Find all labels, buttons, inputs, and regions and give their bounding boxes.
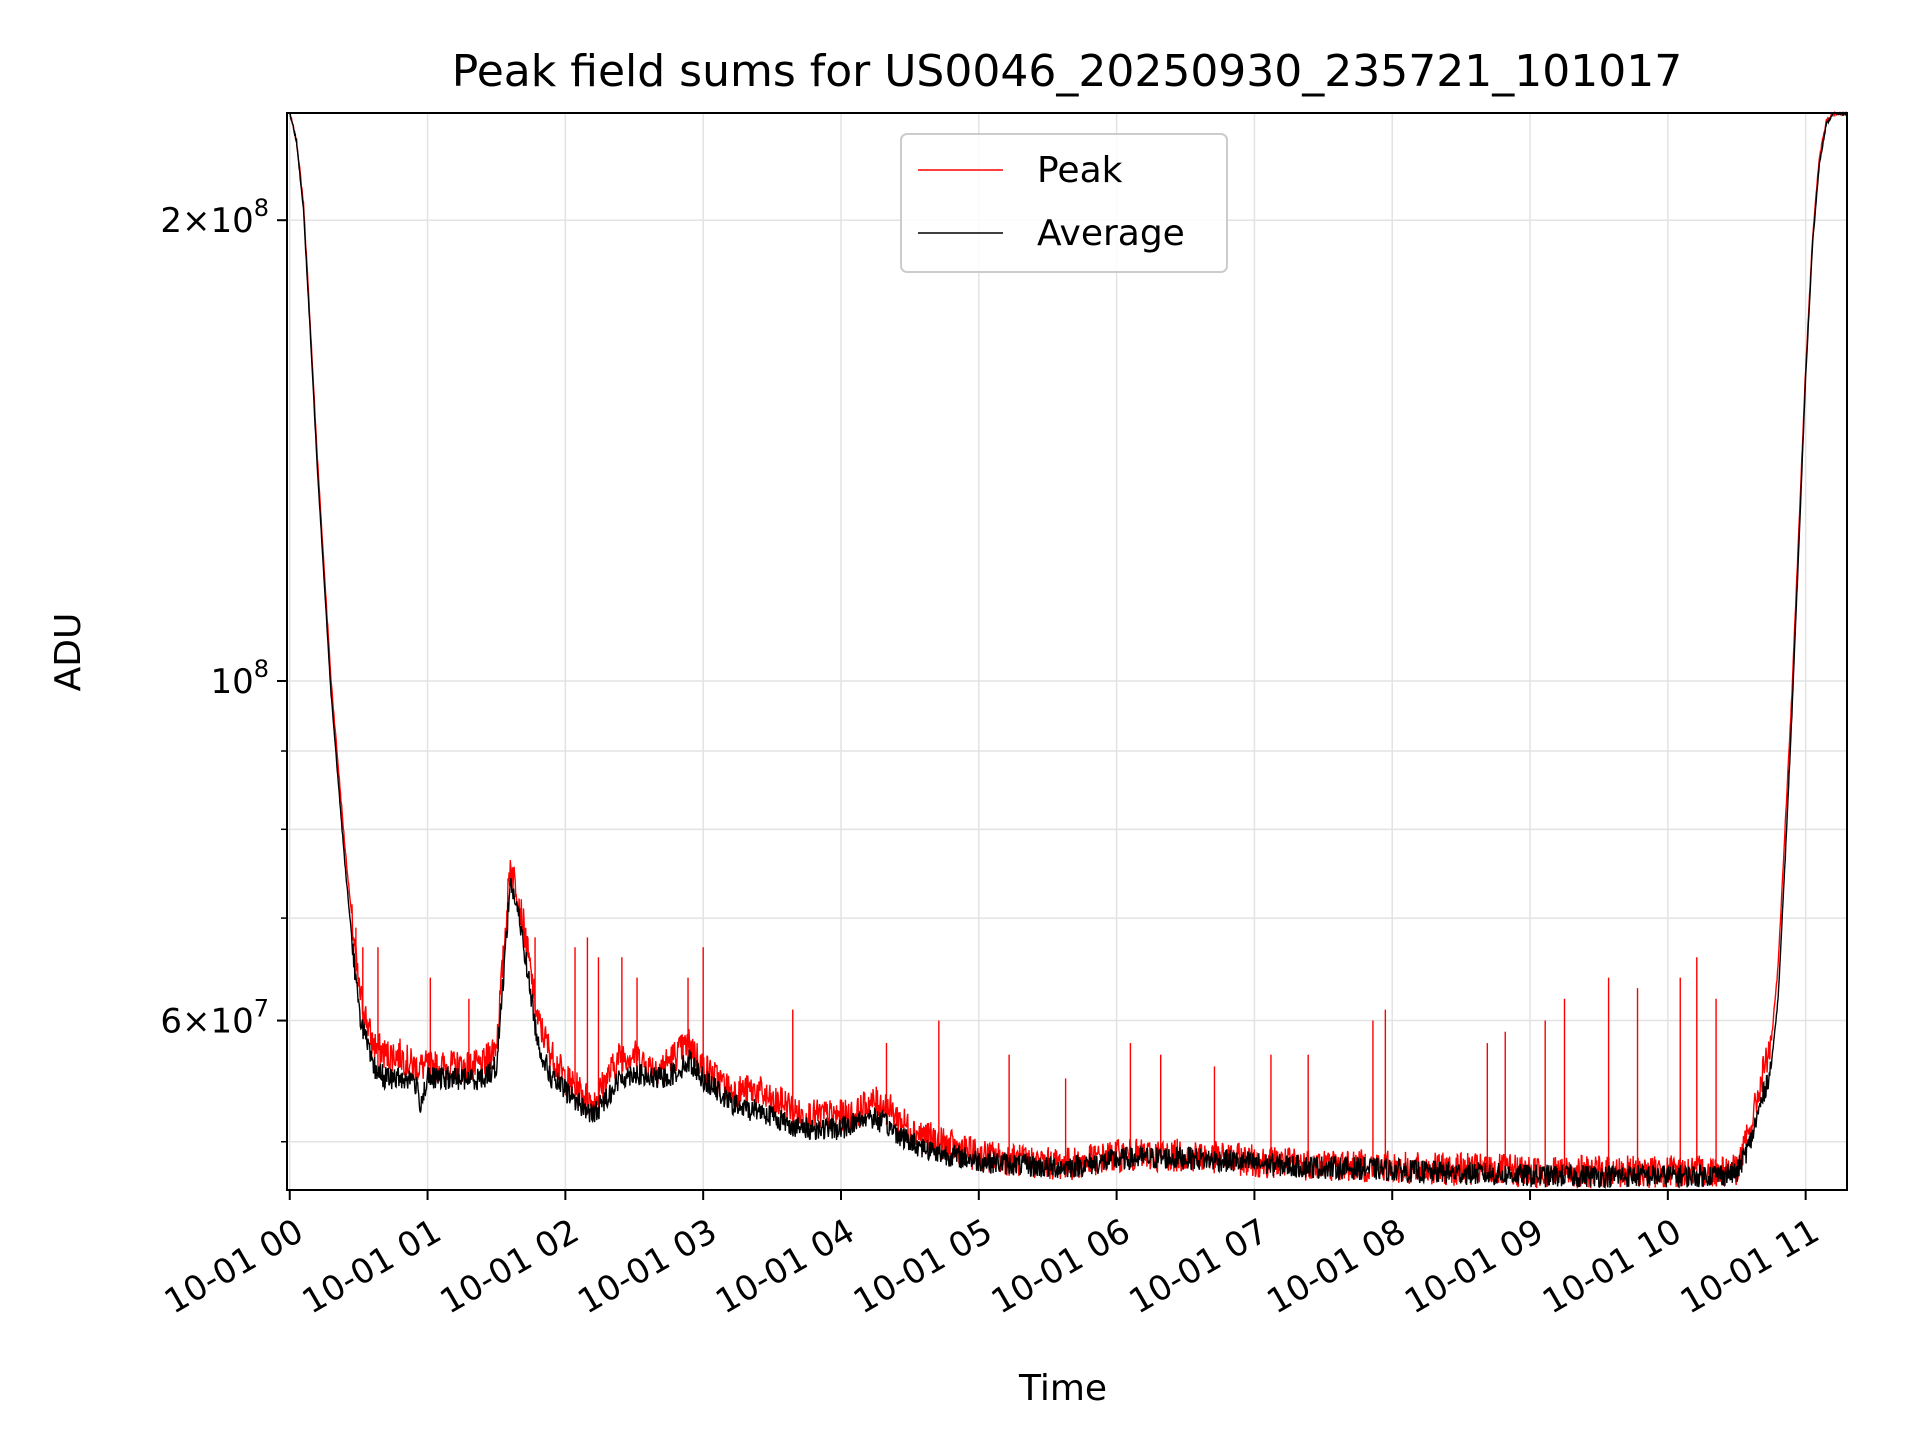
legend-peak-label: Peak	[1037, 150, 1123, 191]
legend-average-label: Average	[1037, 213, 1185, 254]
y-tick-label: 2×108	[160, 194, 269, 241]
y-tick-exponent: 8	[254, 194, 269, 222]
y-tick-base: 10	[210, 201, 253, 241]
y-tick-label: 108	[210, 655, 269, 702]
x-axis-title: Time	[1018, 1368, 1107, 1409]
plot-frame	[286, 112, 1848, 1191]
y-tick-mantissa: 2×	[160, 201, 210, 241]
y-tick-exponent: 8	[254, 655, 269, 683]
grid	[287, 113, 1847, 1190]
legend: Peak Average	[900, 133, 1228, 273]
chart-title: Peak field sums for US0046_20250930_2357…	[452, 46, 1682, 97]
y-tick-exponent: 7	[254, 995, 269, 1023]
legend-box	[900, 133, 1228, 273]
y-axis-title: ADU	[48, 613, 89, 692]
y-tick-base: 10	[210, 1002, 253, 1042]
y-tick-mantissa: 6×	[160, 1002, 210, 1042]
series-line-average	[289, 111, 1848, 1189]
y-tick-label: 6×107	[160, 995, 269, 1042]
y-tick-base: 10	[210, 662, 253, 702]
series-layer	[289, 110, 1848, 1189]
